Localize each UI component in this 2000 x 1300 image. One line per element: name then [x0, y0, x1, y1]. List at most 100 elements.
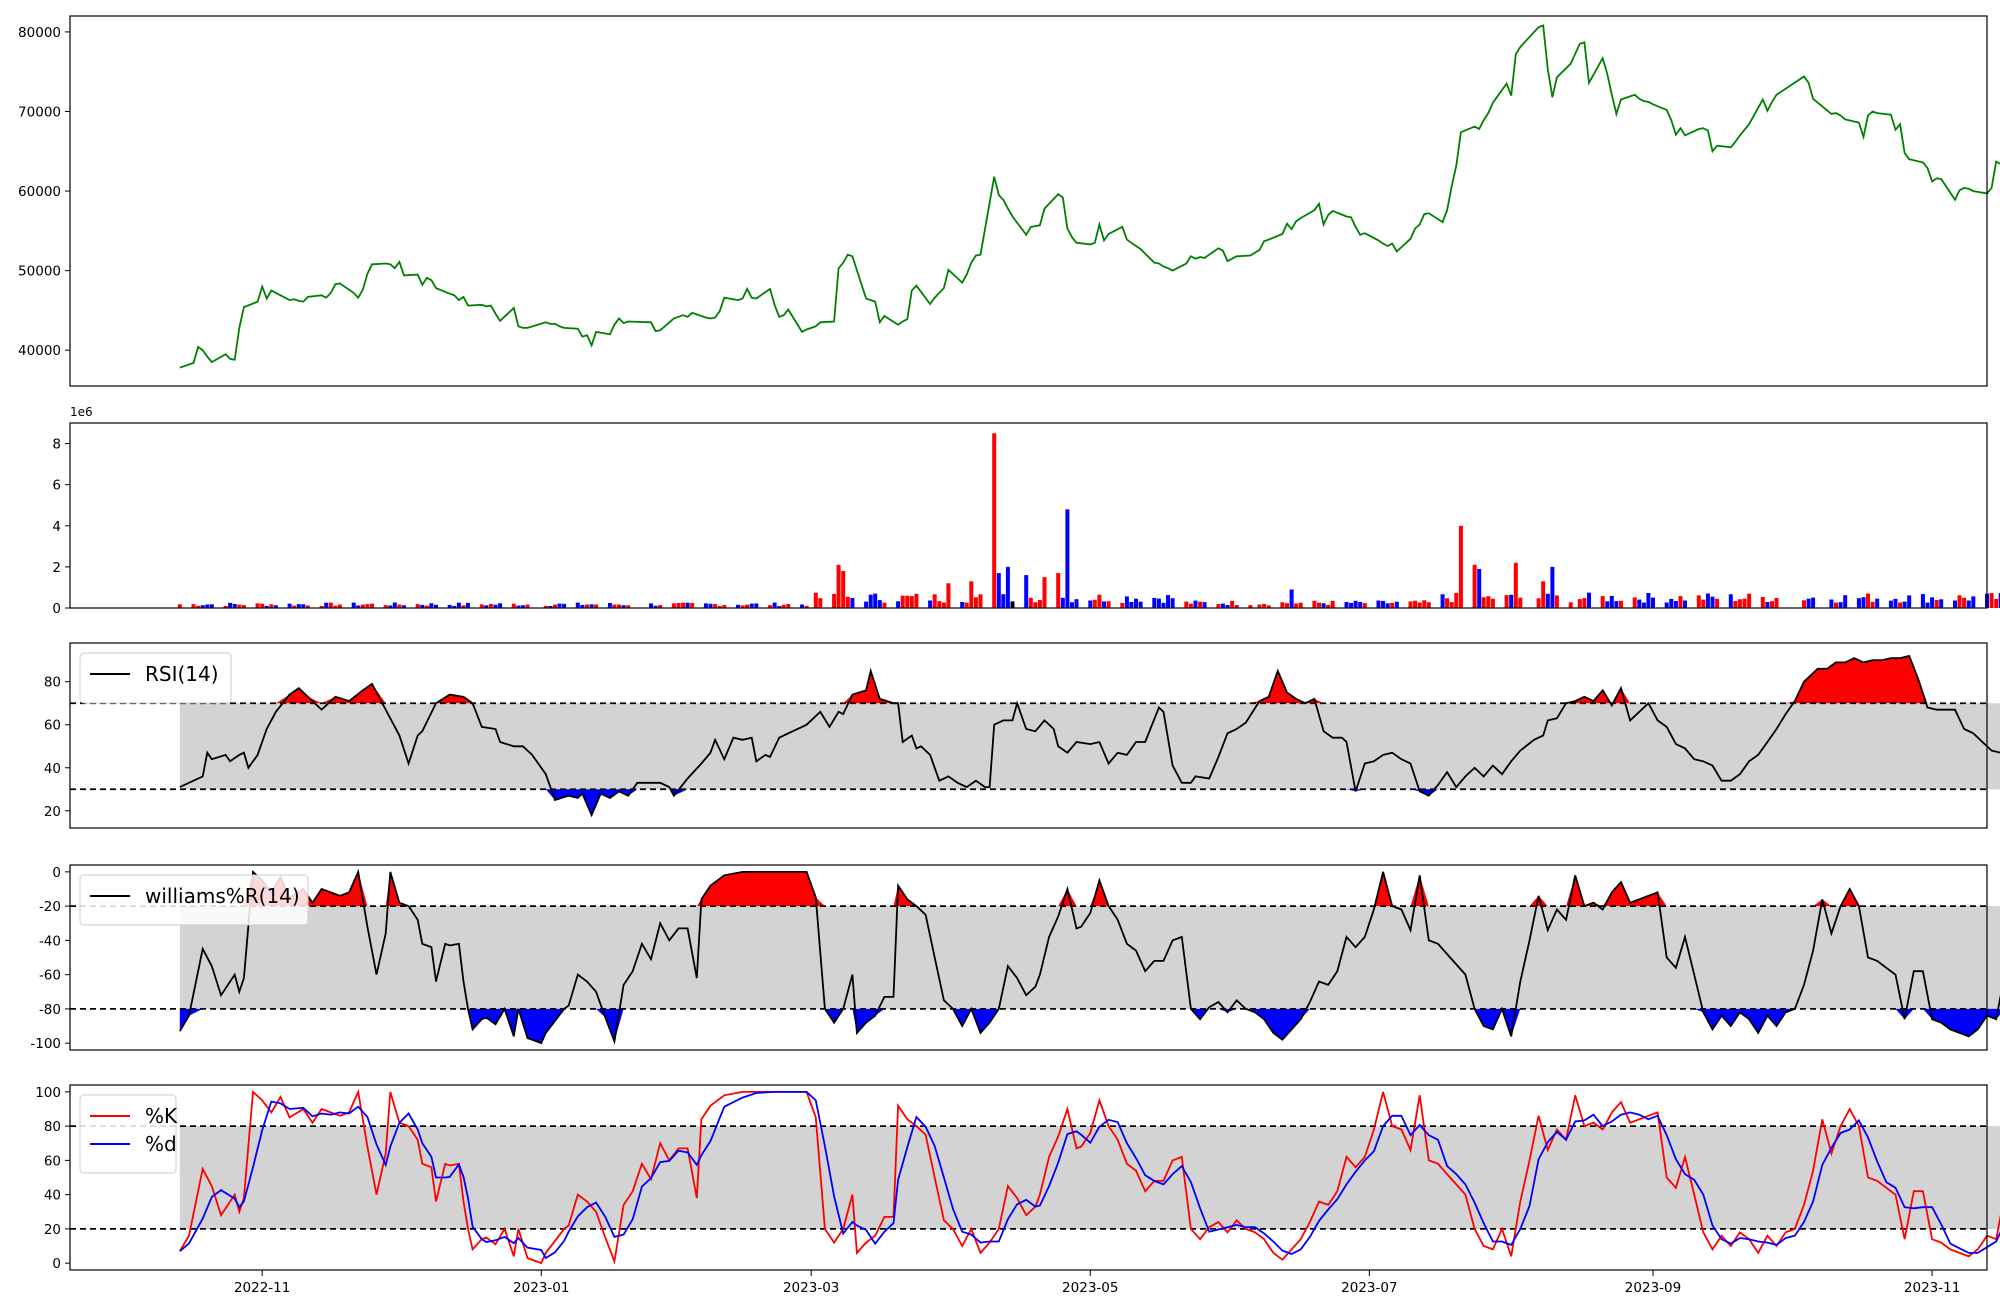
volume-bar	[1614, 601, 1619, 608]
volume-bar	[1962, 597, 1967, 608]
volume-bar	[1440, 594, 1445, 608]
stochastic-panel: %K %d	[69, 1084, 2000, 1271]
stochastic-ytick-label: 20	[44, 1222, 61, 1238]
volume-bar	[914, 593, 919, 608]
x-tick-label: 2023-09	[1625, 1280, 1681, 1296]
volume-bar	[1619, 600, 1623, 608]
volume-bar	[996, 573, 1001, 608]
volume-bar	[324, 602, 329, 608]
legend-box	[79, 874, 309, 926]
volume-bar	[1637, 599, 1642, 608]
volume-bar	[525, 604, 530, 608]
volume-bar	[1225, 605, 1230, 608]
volume-bar	[786, 604, 791, 608]
volume-bar	[1715, 598, 1720, 608]
volume-bar	[452, 605, 457, 608]
volume-bar	[1230, 600, 1235, 608]
rsi-oversold-fill	[179, 789, 2000, 816]
volume-bar	[1925, 602, 1930, 608]
volume-bar	[498, 603, 503, 608]
williams-series-line	[179, 868, 2000, 1045]
volume-bar	[745, 604, 750, 608]
stochastic-ytick-label: 40	[44, 1188, 61, 1204]
volume-bar	[434, 604, 438, 608]
volume-bar	[626, 605, 631, 608]
volume-bar	[1646, 593, 1651, 608]
volume-bar	[511, 603, 516, 608]
williams-axes-frame	[69, 864, 1988, 1051]
williams-panel: williams%R(14)	[69, 864, 2000, 1051]
volume-bar	[356, 605, 361, 608]
volume-bar	[1747, 593, 1752, 608]
volume-bar	[681, 602, 686, 608]
legend-label: williams%R(14)	[145, 884, 300, 908]
volume-bar	[562, 603, 567, 608]
legend-label: RSI(14)	[145, 662, 219, 686]
volume-bar	[1449, 602, 1454, 608]
volume-bar	[873, 593, 878, 608]
volume-bar	[713, 604, 718, 608]
x-tick-label: 2023-11	[1904, 1280, 1960, 1296]
volume-bar	[1033, 602, 1038, 608]
volume-bar	[1898, 602, 1903, 608]
volume-bar	[1134, 598, 1138, 608]
volume-bar	[1312, 600, 1317, 608]
volume-bar	[1605, 601, 1610, 608]
volume-bar	[749, 603, 754, 608]
volume-bar	[900, 595, 905, 608]
volume-bar	[1705, 593, 1710, 608]
volume-bar	[1417, 602, 1422, 608]
price-panel	[69, 15, 2000, 387]
volume-bar	[1742, 598, 1747, 608]
volume-bar	[1202, 602, 1207, 608]
stochastic-ytick-label: 60	[44, 1153, 61, 1169]
volume-bar	[1257, 604, 1262, 608]
volume-bar	[1056, 573, 1061, 608]
volume-bar	[1188, 603, 1193, 608]
volume-bar	[1330, 600, 1335, 608]
volume-bar	[676, 603, 681, 608]
williams-overbought-fill	[179, 871, 2000, 907]
volume-bar	[992, 433, 997, 608]
volume-bar	[594, 604, 599, 608]
volume-bar	[260, 603, 265, 608]
volume-bar	[488, 603, 493, 608]
volume-bar	[1587, 592, 1591, 608]
volume-bar	[1349, 602, 1354, 608]
volume-bar	[1513, 562, 1518, 608]
williams-ytick-label: -80	[39, 1002, 61, 1018]
volume-bar	[1317, 602, 1321, 608]
volume-bar	[351, 602, 356, 608]
volume-bar	[1088, 600, 1093, 608]
volume-bar	[1152, 597, 1157, 608]
rsi-ytick-label: 20	[44, 804, 61, 820]
volume-bar	[850, 598, 855, 608]
volume-bar	[388, 605, 393, 608]
volume-bar	[402, 605, 406, 608]
volume-bar	[1774, 597, 1779, 608]
volume-bar	[553, 604, 557, 608]
volume-bar	[1568, 602, 1573, 608]
volume-bar	[273, 605, 278, 608]
volume-bar	[1472, 564, 1477, 608]
rsi-layer: RSI(14)	[70, 652, 2000, 818]
volume-bar	[1811, 597, 1816, 608]
volume-bar	[1696, 595, 1701, 608]
volume-bar	[1728, 594, 1733, 608]
stochastic-ytick-label: 0	[52, 1256, 61, 1272]
volume-bar	[1802, 600, 1806, 608]
volume-bar	[1545, 593, 1550, 608]
volume-bar	[292, 605, 297, 608]
williams-ytick-label: -60	[39, 968, 61, 984]
volume-bar	[1582, 598, 1587, 608]
volume-bar	[832, 593, 837, 608]
volume-bar	[255, 603, 260, 608]
x-tick-label: 2023-07	[1341, 1280, 1397, 1296]
volume-bar	[1102, 601, 1106, 608]
volume-bar	[484, 605, 489, 608]
volume-bar	[305, 605, 310, 608]
volume-bar	[1280, 602, 1285, 608]
stochastic-ytick-label: 80	[44, 1119, 61, 1135]
volume-bar	[1989, 593, 1994, 608]
williams-band	[179, 906, 2000, 1009]
